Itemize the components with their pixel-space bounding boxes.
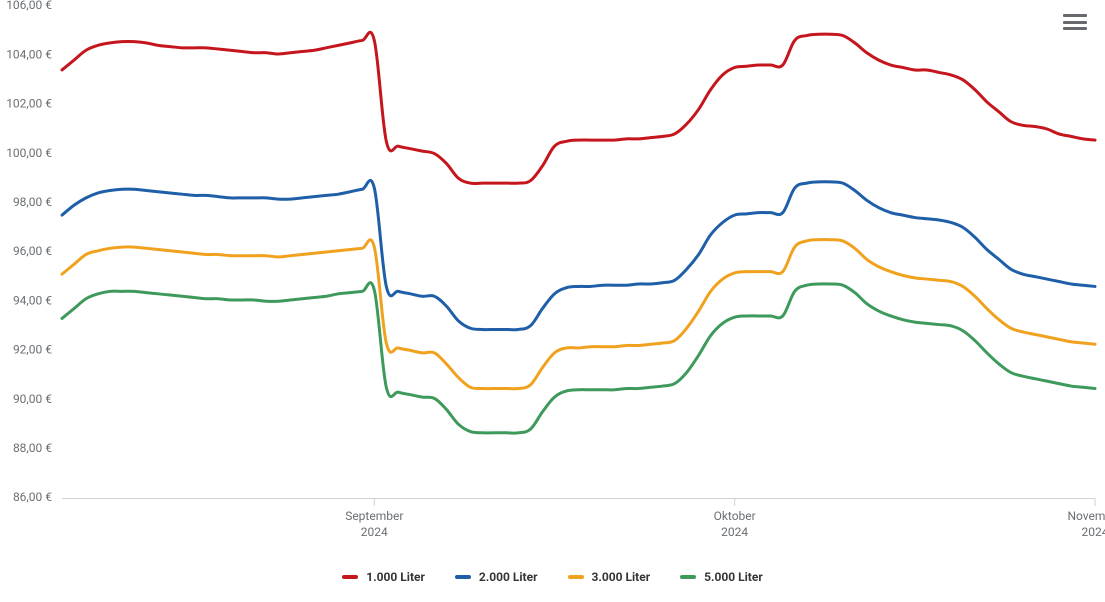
y-tick-label: 98,00 € <box>13 195 52 209</box>
chart-menu-icon[interactable] <box>1061 10 1089 34</box>
y-tick-label: 102,00 € <box>6 97 52 111</box>
x-tick-label-year: 2024 <box>721 525 748 539</box>
price-chart: 86,00 € 88,00 € 90,00 € 92,00 € 94,00 € 96,00… <box>0 0 1105 602</box>
legend-swatch <box>455 575 471 579</box>
legend-label: 3.000 Liter <box>592 570 651 584</box>
x-tick-label-year: 2024 <box>1082 525 1105 539</box>
y-tick-label: 90,00 € <box>13 392 52 406</box>
y-tick-label: 100,00 € <box>6 146 52 160</box>
x-tick-label-month: September <box>345 509 403 523</box>
legend-label: 1.000 Liter <box>366 570 425 584</box>
y-tick-label: 106,00 € <box>6 0 52 12</box>
y-tick-label: 88,00 € <box>13 441 52 455</box>
series-line <box>62 283 1095 433</box>
legend-swatch <box>568 575 584 579</box>
legend-item[interactable]: 1.000 Liter <box>342 570 425 584</box>
legend: 1.000 Liter 2.000 Liter 3.000 Liter 5.000 L… <box>0 570 1105 584</box>
x-tick-label-month: November <box>1067 509 1105 523</box>
y-tick-label: 96,00 € <box>13 244 52 258</box>
legend-swatch <box>680 575 696 579</box>
y-tick-label: 104,00 € <box>6 47 52 61</box>
legend-item[interactable]: 3.000 Liter <box>568 570 651 584</box>
x-tick-label-month: Oktober <box>714 509 756 523</box>
x-tick-label-year: 2024 <box>361 525 388 539</box>
y-tick-label: 92,00 € <box>13 343 52 357</box>
legend-swatch <box>342 575 358 579</box>
legend-label: 5.000 Liter <box>704 570 763 584</box>
legend-item[interactable]: 5.000 Liter <box>680 570 763 584</box>
series-line <box>62 240 1095 389</box>
y-tick-label: 94,00 € <box>13 293 52 307</box>
series-line <box>62 32 1095 183</box>
legend-label: 2.000 Liter <box>479 570 538 584</box>
legend-item[interactable]: 2.000 Liter <box>455 570 538 584</box>
y-tick-label: 86,00 € <box>13 490 52 504</box>
chart-svg: 86,00 € 88,00 € 90,00 € 92,00 € 94,00 € 96,00… <box>0 0 1105 560</box>
